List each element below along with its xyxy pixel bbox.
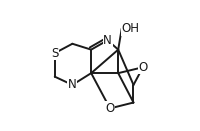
Text: O: O — [105, 102, 115, 115]
Text: N: N — [68, 78, 77, 91]
Text: N: N — [103, 34, 112, 47]
Text: OH: OH — [122, 22, 140, 35]
Text: O: O — [138, 61, 148, 74]
Text: S: S — [51, 47, 58, 60]
